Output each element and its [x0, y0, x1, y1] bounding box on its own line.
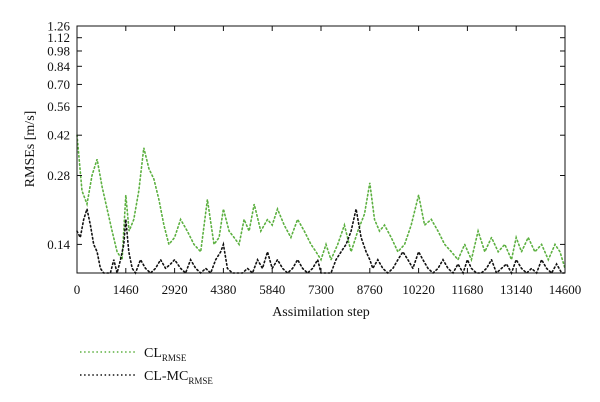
legend-label-cl-name: CL	[144, 346, 162, 361]
x-tick-label: 14600	[549, 282, 582, 297]
legend-label-cl: CLRMSE	[144, 346, 187, 363]
legend-label-cl-subscript: RMSE	[162, 353, 187, 363]
series-line-cl	[76, 134, 566, 270]
legend-label-clmc: CL-MCRMSE	[144, 369, 213, 386]
y-tick-label: 0.70	[47, 77, 70, 92]
x-tick-label: 1460	[113, 282, 139, 297]
y-axis-label: RMSEs [m/s]	[23, 111, 38, 188]
y-tick-label: 0.42	[47, 128, 70, 143]
x-tick-label: 5840	[259, 282, 285, 297]
x-tick-label: 10220	[402, 282, 435, 297]
y-tick-label: 0.98	[47, 43, 70, 58]
x-tick-label: 7300	[308, 282, 334, 297]
legend-label-clmc-subscript: RMSE	[188, 376, 213, 386]
y-tick-label: 0.14	[47, 237, 70, 252]
ticks-layer: 0 1460 2920 4380 5840 7300 8760 10220 11680 13140…	[47, 19, 581, 298]
x-tick-label: 13140	[500, 282, 533, 297]
x-tick-label: 2920	[162, 282, 188, 297]
series-layer	[76, 134, 566, 275]
y-tick-label: 1.12	[47, 30, 70, 45]
x-tick-label: 4380	[210, 282, 236, 297]
y-tick-label: 0.84	[47, 59, 70, 74]
y-tick-label: 0.56	[47, 99, 70, 114]
x-tick-label: 0	[74, 282, 81, 297]
x-axis-label: Assimilation step	[272, 305, 370, 320]
legend: CLRMSE CL-MCRMSE	[80, 346, 213, 386]
series-line-cl-mc	[76, 205, 566, 275]
y-tick-label: 1.26	[47, 19, 70, 34]
x-tick-label: 8760	[357, 282, 383, 297]
x-tick-label: 11680	[451, 282, 483, 297]
legend-label-clmc-name: CL-MC	[144, 369, 188, 384]
y-tick-label: 0.28	[47, 168, 70, 183]
plot-frame	[76, 25, 566, 274]
